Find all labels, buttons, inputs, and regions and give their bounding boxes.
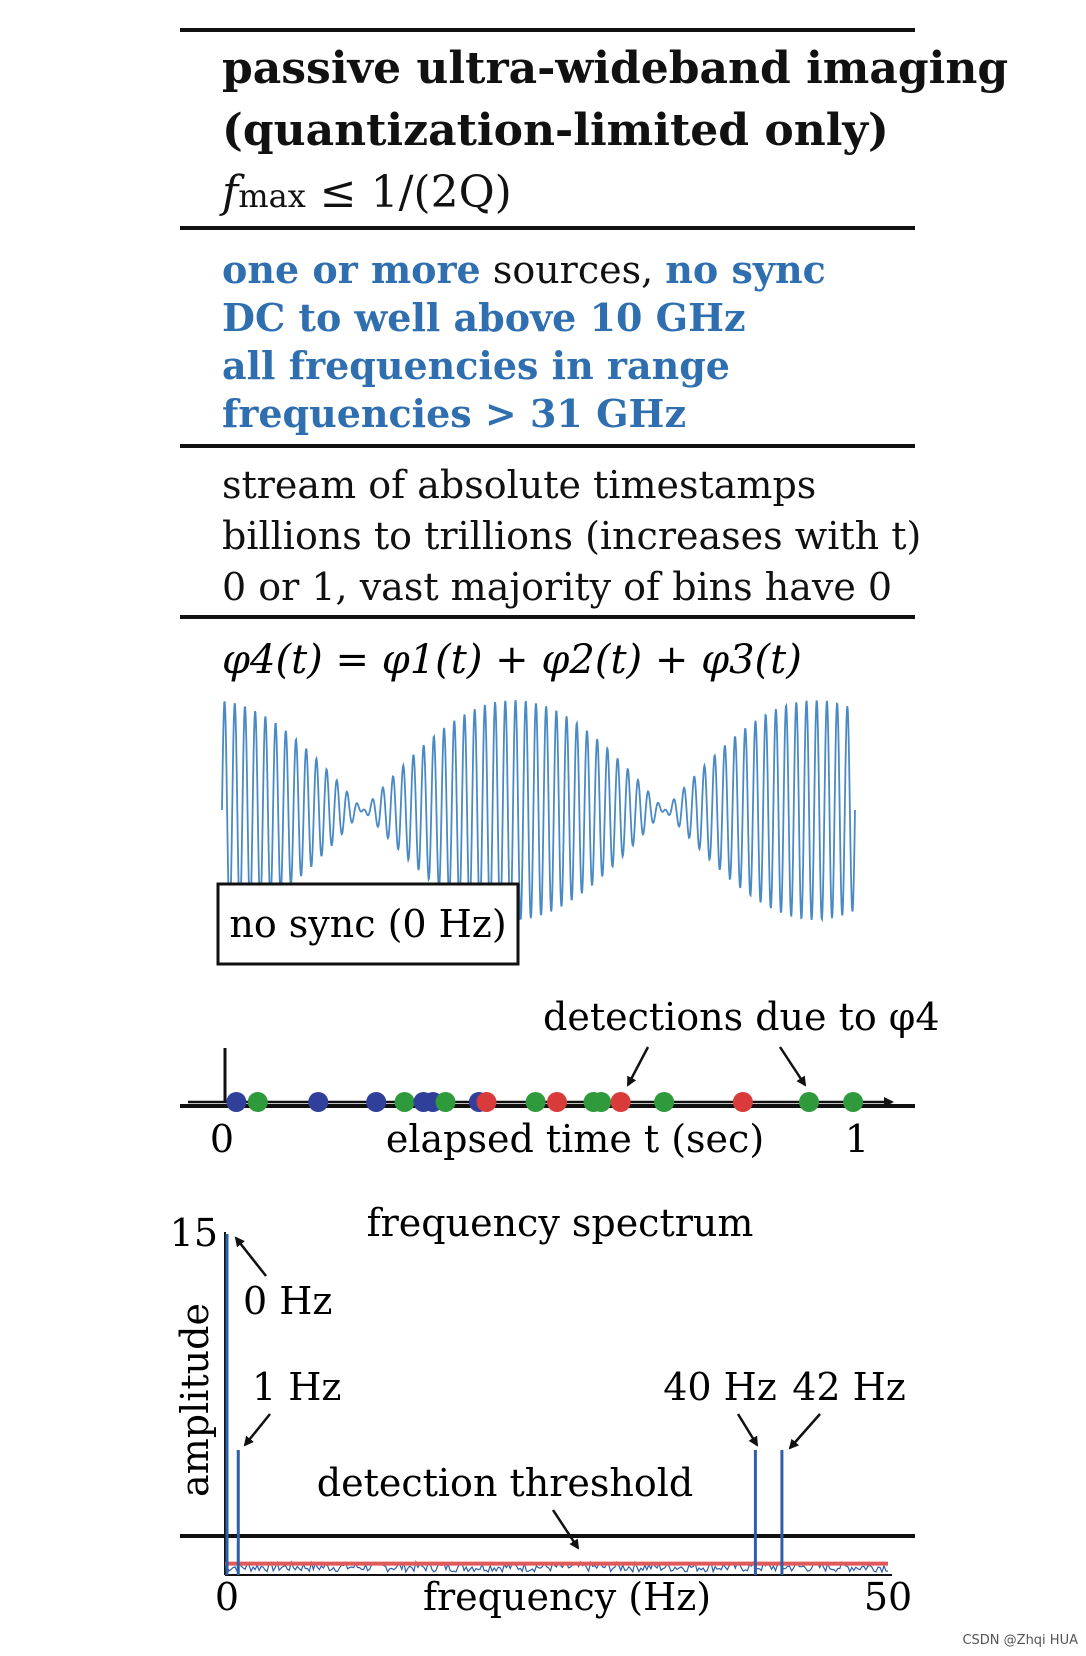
- header-block: passive ultra-wideband imaging (quantiza…: [222, 38, 1008, 227]
- detection-dot-18: [843, 1092, 864, 1112]
- x-axis-label: frequency (Hz): [423, 1575, 711, 1619]
- detection-dot-13: [591, 1092, 612, 1112]
- time-axis-end: 1: [845, 1117, 869, 1161]
- spectrum-peaks: [225, 1234, 784, 1575]
- data-block: stream of absolute timestamps billions t…: [222, 460, 921, 613]
- detection-dot-16: [732, 1092, 753, 1112]
- arrow-40hz: [736, 1413, 759, 1447]
- peak-label-42hz: 42 Hz: [792, 1365, 906, 1409]
- data-line-3: 0 or 1, vast majority of bins have 0: [222, 565, 893, 609]
- time-axis-start: 0: [210, 1117, 234, 1161]
- formula-rest: ≤ 1/(2Q): [305, 167, 512, 218]
- title-line-2: (quantization-limited only): [222, 105, 889, 156]
- data-line-1: stream of absolute timestamps: [222, 463, 817, 507]
- detection-dot-15: [654, 1092, 675, 1112]
- detection-dot-1: [247, 1092, 268, 1112]
- detection-dot-10: [525, 1092, 546, 1112]
- peak-label-0hz: 0 Hz: [243, 1279, 332, 1323]
- sources-line-1: one or more sources, no sync: [222, 246, 826, 294]
- detection-dot-17: [799, 1092, 820, 1112]
- detection-dot-7: [435, 1092, 456, 1112]
- rule-header: [180, 226, 915, 230]
- signal-equation: φ4(t) = φ1(t) + φ2(t) + φ3(t): [222, 637, 802, 683]
- peak-label-1hz: 1 Hz: [252, 1365, 341, 1409]
- detection-dot-14: [610, 1092, 631, 1112]
- arrow-threshold: [551, 1509, 580, 1550]
- rule-data: [180, 615, 915, 619]
- arrow-0hz: [234, 1236, 267, 1277]
- sources-line-3: all frequencies in range: [222, 343, 730, 388]
- x-tick-50: 50: [864, 1575, 912, 1619]
- detection-dots: [226, 1092, 864, 1112]
- detection-dot-4: [394, 1092, 415, 1112]
- sources-line-4: frequencies > 31 GHz: [222, 391, 687, 436]
- detections-arrow-2: [778, 1046, 807, 1087]
- formula-f: f: [222, 167, 239, 218]
- formula-sub: max: [238, 177, 306, 215]
- threshold-label: detection threshold: [317, 1461, 693, 1505]
- sources-block: one or more sources, no sync DC to well …: [222, 246, 826, 438]
- detection-dot-0: [226, 1092, 247, 1112]
- detection-dot-11: [547, 1092, 568, 1112]
- detection-dot-3: [366, 1092, 387, 1112]
- rule-sources: [180, 444, 915, 448]
- arrow-1hz: [243, 1413, 271, 1447]
- time-axis-label: elapsed time t (sec): [386, 1117, 764, 1161]
- y-axis-label: amplitude: [173, 1303, 217, 1497]
- sources-line-2: DC to well above 10 GHz: [222, 295, 746, 340]
- detections-arrow-1: [626, 1046, 650, 1087]
- detections-label: detections due to φ4: [543, 995, 940, 1039]
- no-sync-box: [216, 882, 520, 966]
- arrow-42hz: [788, 1413, 821, 1450]
- detection-dot-9: [476, 1092, 497, 1112]
- title-line-1: passive ultra-wideband imaging: [222, 43, 1009, 94]
- sources-line-1-a: one or more: [222, 247, 481, 292]
- signal-waveform: [221, 700, 856, 923]
- rule-bottom: [180, 1534, 915, 1538]
- rule-top: [180, 28, 915, 32]
- spectrum-title: frequency spectrum: [367, 1201, 754, 1245]
- data-line-2: billions to trillions (increases with t): [222, 514, 922, 558]
- no-sync-label: no sync (0 Hz): [229, 902, 506, 946]
- nyquist-formula: fmax ≤ 1/(2Q): [222, 162, 1008, 227]
- peak-label-40hz: 40 Hz: [663, 1365, 777, 1409]
- watermark: CSDN @Zhqi HUA: [962, 1633, 1078, 1648]
- x-tick-0: 0: [215, 1575, 239, 1619]
- sources-line-1-b: sources,: [480, 248, 666, 292]
- rule-signal: [180, 1104, 915, 1108]
- sources-line-1-c: no sync: [665, 247, 826, 292]
- detection-dot-2: [308, 1092, 329, 1112]
- y-tick-15: 15: [170, 1211, 218, 1255]
